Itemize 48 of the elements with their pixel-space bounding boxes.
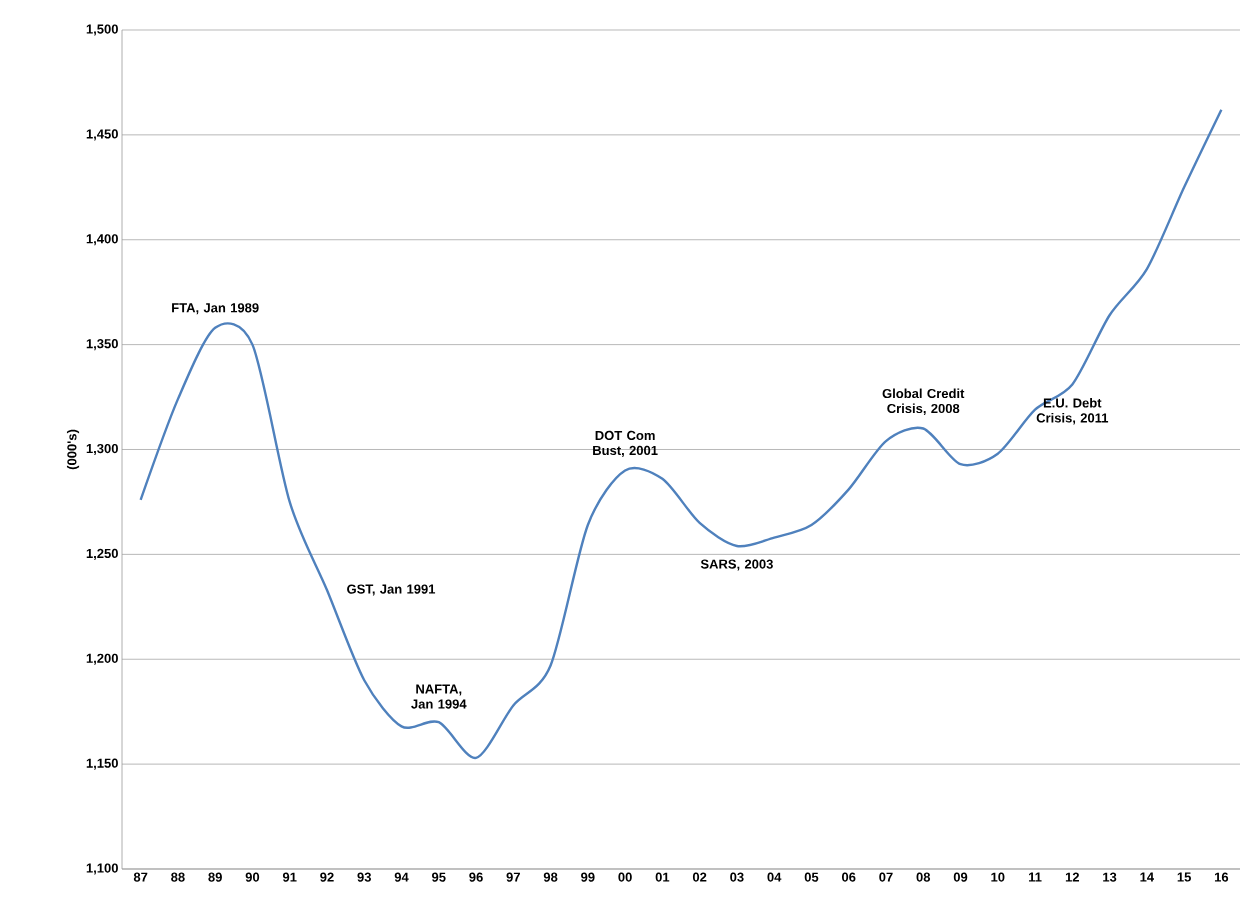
x-tick-label: 05 [804, 872, 819, 882]
x-tick-label: 10 [991, 872, 1005, 882]
x-tick-label: 01 [655, 872, 670, 882]
y-tick-label: 1,200 [86, 653, 118, 665]
x-tick-label: 13 [1103, 872, 1117, 882]
x-tick-label: 91 [282, 872, 297, 882]
x-tick-label: 89 [208, 872, 222, 882]
x-tick-label: 09 [953, 872, 968, 882]
y-tick-label: 1,300 [86, 443, 118, 456]
x-tick-label: 88 [171, 872, 185, 882]
y-tick-label: 1,150 [86, 758, 118, 770]
y-tick-label: 1,500 [86, 24, 118, 36]
x-tick-label: 90 [245, 872, 260, 882]
x-tick-label: 12 [1065, 872, 1080, 882]
annotation: DOT Com Bust, 2001 [593, 430, 658, 457]
x-tick-label: 00 [618, 872, 632, 882]
y-tick-label: 1,250 [86, 548, 118, 560]
x-tick-label: 04 [767, 872, 782, 882]
annotation: E.U. Debt Crisis, 2011 [1036, 397, 1109, 425]
x-tick-label: 92 [320, 872, 334, 882]
x-tick-label: 07 [879, 872, 893, 882]
y-tick-label: 1,350 [86, 339, 118, 351]
y-axis-title: (000's) [66, 429, 80, 470]
annotation: GST, Jan 1991 [347, 584, 436, 596]
y-tick-label: 1,450 [86, 129, 118, 141]
x-tick-label: 06 [841, 872, 856, 882]
x-tick-label: 11 [1028, 872, 1042, 882]
x-tick-label: 98 [543, 872, 558, 882]
x-tick-label: 16 [1214, 872, 1229, 882]
x-tick-label: 08 [916, 872, 931, 882]
y-tick-label: 1,400 [86, 234, 118, 246]
annotation: Global Credit Crisis, 2008 [882, 388, 965, 415]
x-tick-label: 93 [357, 872, 371, 882]
x-tick-label: 96 [469, 872, 483, 882]
x-tick-label: 95 [432, 872, 446, 882]
x-tick-label: 97 [506, 872, 520, 882]
x-tick-label: 94 [394, 872, 409, 882]
annotation: SARS, 2003 [700, 559, 773, 571]
x-tick-label: 87 [133, 872, 148, 882]
x-tick-label: 14 [1140, 872, 1154, 882]
y-tick-label: 1,100 [86, 863, 118, 875]
x-tick-label: 15 [1177, 872, 1191, 882]
line-series [139, 108, 1223, 760]
x-tick-label: 99 [581, 872, 595, 882]
annotation: NAFTA, Jan 1994 [411, 684, 467, 709]
x-tick-label: 03 [730, 872, 744, 882]
annotation: FTA, Jan 1989 [172, 303, 259, 315]
x-tick-label: 02 [692, 872, 707, 882]
